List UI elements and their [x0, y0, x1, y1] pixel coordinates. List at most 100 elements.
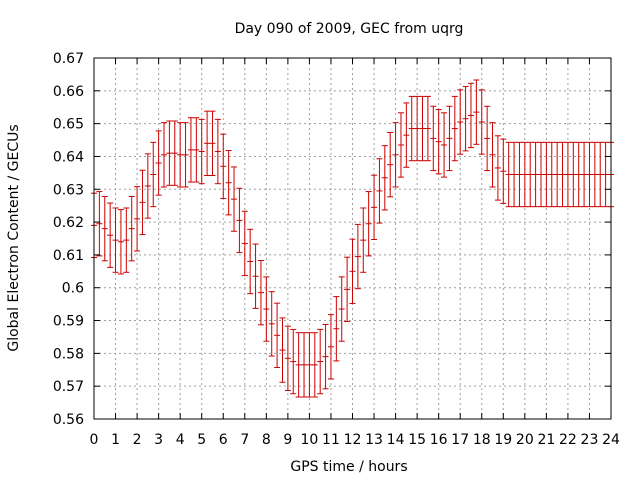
data-point	[306, 332, 313, 398]
x-tick-label: 10	[301, 432, 319, 448]
data-point	[397, 112, 404, 178]
x-tick-label: 12	[344, 432, 362, 448]
data-point	[597, 141, 604, 208]
data-point	[451, 95, 458, 162]
data-point	[214, 118, 221, 185]
data-point	[376, 158, 383, 224]
data-point	[414, 95, 421, 162]
x-tick-label: 5	[197, 432, 206, 448]
data-point	[139, 169, 146, 236]
x-tick-label: 23	[581, 432, 599, 448]
data-point	[467, 82, 474, 149]
data-point	[511, 141, 518, 208]
data-point	[117, 209, 124, 275]
y-axis-label: Global Electron Content / GECUs	[6, 124, 22, 351]
data-point	[177, 122, 184, 188]
data-point	[349, 238, 356, 304]
x-tick-label: 2	[133, 432, 142, 448]
x-tick-label: 18	[473, 432, 491, 448]
data-point	[198, 118, 205, 185]
y-tick-label: 0.58	[53, 346, 84, 362]
data-point	[543, 141, 550, 208]
data-point	[161, 122, 168, 188]
y-tick-label: 0.57	[53, 379, 84, 395]
data-point	[457, 89, 464, 155]
x-tick-label: 22	[559, 432, 577, 448]
data-point	[182, 122, 189, 188]
x-tick-label: 0	[90, 432, 99, 448]
data-point	[505, 141, 512, 208]
y-tick-label: 0.64	[53, 149, 84, 165]
data-point	[295, 332, 302, 398]
grid-lines	[94, 58, 611, 419]
data-point	[236, 187, 243, 254]
data-point	[247, 228, 254, 295]
data-point	[241, 210, 248, 277]
data-point	[107, 202, 114, 268]
y-tick-label: 0.6	[62, 281, 84, 297]
data-point	[290, 328, 297, 395]
x-tick-label: 21	[537, 432, 555, 448]
data-point	[150, 141, 157, 208]
data-point	[284, 325, 291, 391]
y-tick-label: 0.65	[53, 117, 84, 133]
data-point	[586, 141, 593, 208]
data-point	[338, 276, 345, 342]
data-point	[252, 243, 259, 309]
data-point	[581, 141, 588, 208]
x-axis: 0 1 2 3 4 5 6 7 8 9 10 11 12 13 14 15 16 17 18 19 20 21 22 23 24	[90, 58, 620, 448]
data-point	[166, 120, 173, 186]
x-tick-label: 14	[387, 432, 405, 448]
data-point	[500, 138, 507, 204]
data-point	[548, 141, 555, 208]
data-point	[123, 207, 130, 273]
data-point	[559, 141, 566, 208]
data-point	[387, 131, 394, 198]
data-point	[484, 105, 491, 172]
x-tick-label: 17	[451, 432, 469, 448]
data-point	[575, 141, 582, 208]
data-point	[532, 141, 539, 208]
data-point	[392, 122, 399, 188]
y-tick-label: 0.62	[53, 215, 84, 231]
data-point	[516, 141, 523, 208]
y-axis: 0.56 0.57 0.58 0.59 0.6 0.61 0.62 0.63 0.64 0.65 0…	[53, 51, 611, 428]
x-tick-label: 11	[322, 432, 340, 448]
data-point	[279, 317, 286, 383]
data-point	[301, 332, 308, 398]
data-point	[112, 207, 119, 273]
x-tick-label: 16	[430, 432, 448, 448]
data-point	[570, 141, 577, 208]
x-tick-label: 20	[516, 432, 534, 448]
data-point	[365, 191, 372, 257]
data-point	[231, 166, 238, 232]
x-tick-label: 9	[283, 432, 292, 448]
data-point	[527, 141, 534, 208]
data-point	[225, 150, 232, 216]
data-point	[371, 174, 378, 240]
y-tick-label: 0.66	[53, 84, 84, 100]
data-point	[101, 195, 108, 262]
data-point	[424, 95, 431, 162]
x-tick-label: 4	[176, 432, 185, 448]
data-point	[360, 207, 367, 273]
data-point	[263, 276, 270, 342]
data-point	[489, 122, 496, 188]
x-tick-label: 15	[408, 432, 426, 448]
data-point	[322, 323, 329, 390]
data-point	[430, 105, 437, 172]
x-tick-label: 13	[365, 432, 383, 448]
data-point	[268, 291, 275, 357]
data-point	[354, 223, 361, 290]
x-tick-label: 1	[111, 432, 120, 448]
data-point	[521, 141, 528, 208]
data-point	[96, 191, 103, 257]
y-tick-label: 0.59	[53, 314, 84, 330]
data-point	[602, 141, 609, 208]
x-tick-label: 6	[219, 432, 228, 448]
data-point	[193, 117, 200, 183]
data-point	[128, 195, 135, 262]
data-point	[462, 86, 469, 152]
data-point	[381, 145, 388, 211]
